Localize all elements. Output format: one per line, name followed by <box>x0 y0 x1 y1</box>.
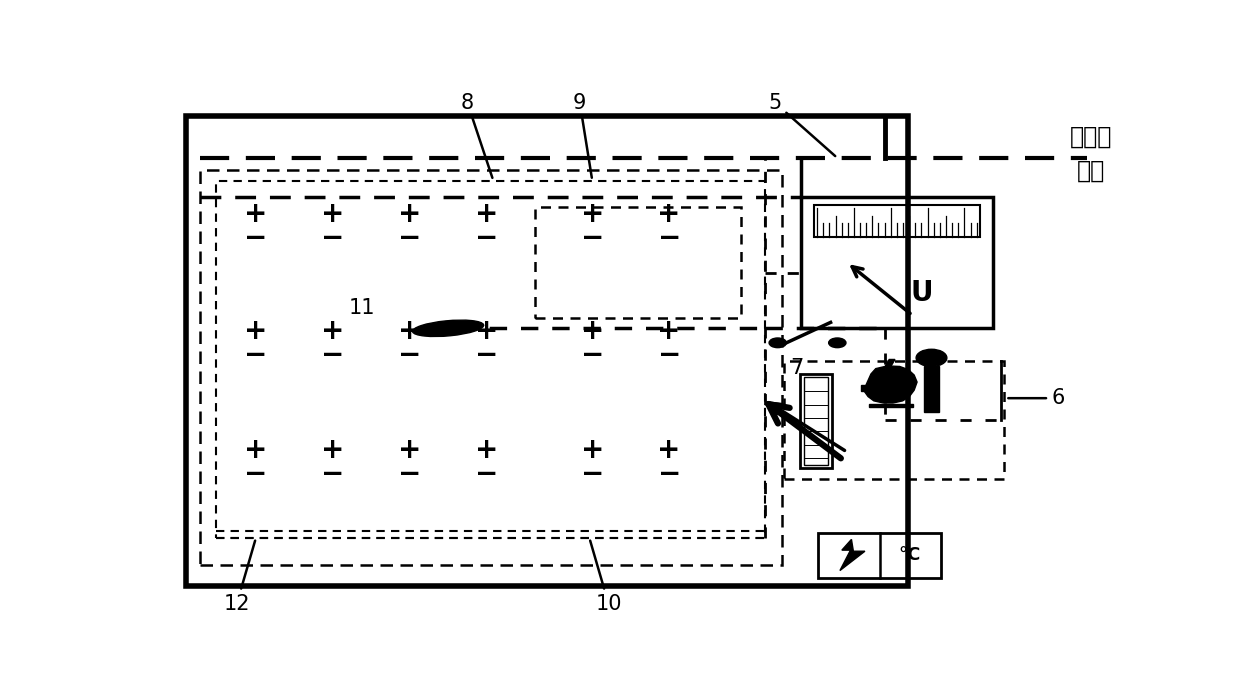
Text: −: − <box>398 461 422 489</box>
Text: +: + <box>398 200 422 228</box>
Polygon shape <box>924 366 939 412</box>
Text: +: + <box>580 317 604 345</box>
Text: 11: 11 <box>348 299 374 318</box>
Text: 6: 6 <box>1008 388 1065 408</box>
Text: −: − <box>580 341 604 369</box>
Text: U: U <box>910 279 934 306</box>
Text: +: + <box>244 436 268 464</box>
Text: −: − <box>321 461 345 489</box>
Text: +: + <box>398 436 422 464</box>
Text: +: + <box>580 200 604 228</box>
Text: 太阳能
供电: 太阳能 供电 <box>1070 125 1112 182</box>
Text: +: + <box>580 436 604 464</box>
Text: +: + <box>657 317 681 345</box>
Text: −: − <box>580 224 604 252</box>
Text: +: + <box>321 436 345 464</box>
Ellipse shape <box>413 320 484 336</box>
Polygon shape <box>869 404 913 408</box>
Polygon shape <box>862 385 868 391</box>
Text: −: − <box>244 341 268 369</box>
Polygon shape <box>885 359 895 366</box>
Circle shape <box>769 338 786 348</box>
Text: −: − <box>398 224 422 252</box>
Text: +: + <box>657 200 681 228</box>
Text: −: − <box>475 461 498 489</box>
Bar <box>815 205 980 237</box>
Text: −: − <box>475 224 498 252</box>
Bar <box>804 377 828 466</box>
Text: −: − <box>321 341 345 369</box>
Text: −: − <box>244 461 268 489</box>
Text: 7: 7 <box>790 357 804 378</box>
Bar <box>534 207 742 318</box>
Bar <box>186 116 909 586</box>
Text: −: − <box>321 224 345 252</box>
Text: +: + <box>321 200 345 228</box>
Text: −: − <box>657 461 681 489</box>
Polygon shape <box>864 366 918 403</box>
Text: +: + <box>398 317 422 345</box>
Bar <box>801 197 993 328</box>
Bar <box>818 533 941 578</box>
Bar <box>200 170 781 565</box>
Bar <box>800 374 832 468</box>
Text: −: − <box>657 224 681 252</box>
Text: −: − <box>244 224 268 252</box>
Text: 8: 8 <box>461 93 492 178</box>
Text: 10: 10 <box>590 540 621 614</box>
Text: −: − <box>475 341 498 369</box>
Circle shape <box>916 349 947 366</box>
Text: +: + <box>475 200 498 228</box>
Text: 9: 9 <box>573 93 591 178</box>
Polygon shape <box>839 540 866 570</box>
Text: +: + <box>244 200 268 228</box>
Text: +: + <box>475 436 498 464</box>
Text: −: − <box>398 341 422 369</box>
Text: −: − <box>657 341 681 369</box>
Bar <box>216 181 765 538</box>
Text: +: + <box>657 436 681 464</box>
Circle shape <box>828 338 846 348</box>
Text: °C: °C <box>898 547 920 565</box>
Text: −: − <box>580 461 604 489</box>
Text: +: + <box>475 317 498 345</box>
Text: +: + <box>321 317 345 345</box>
Text: 12: 12 <box>223 540 255 614</box>
Bar <box>785 361 1003 479</box>
Text: +: + <box>244 317 268 345</box>
Text: 5: 5 <box>769 93 836 156</box>
